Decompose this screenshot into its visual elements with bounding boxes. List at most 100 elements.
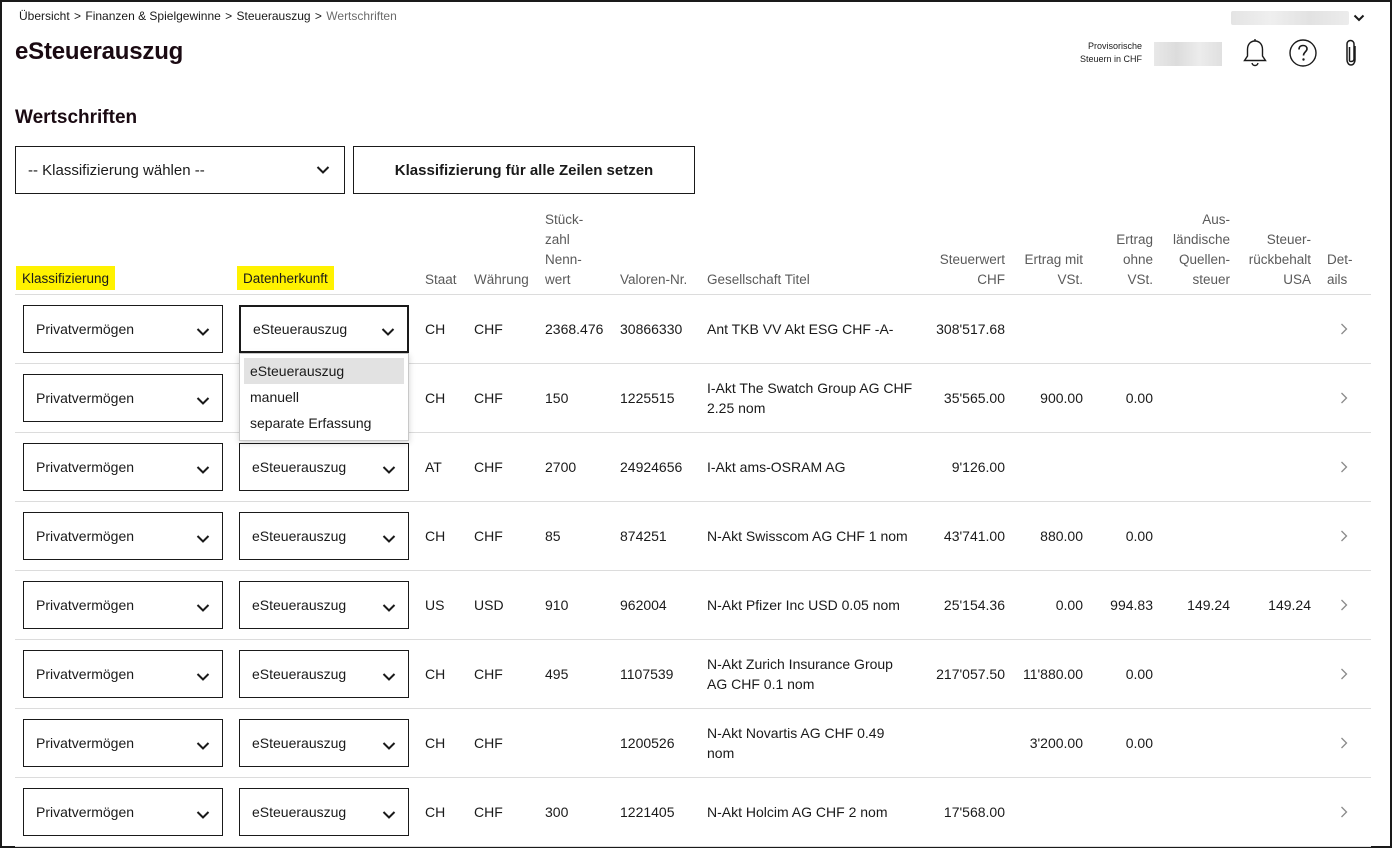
row-titel-line2: AG CHF 0.1 nom — [707, 676, 815, 692]
row-quellensteuer: 149.24 — [1187, 597, 1230, 613]
col-header-line: ohne — [1122, 252, 1153, 267]
row-titel-line1: Ant TKB VV Akt ESG CHF -A- — [707, 321, 894, 337]
breadcrumb-item-finanzen[interactable]: Finanzen & Spielgewinne — [85, 9, 221, 23]
row-datenherkunft-select[interactable]: eSteuerauszug — [239, 719, 409, 767]
chevron-down-icon — [382, 531, 396, 549]
row-ertrag-ohne: 0.00 — [1125, 666, 1153, 682]
row-valoren: 1200526 — [620, 735, 675, 751]
chevron-right-icon — [1336, 737, 1352, 755]
row-valoren: 24924656 — [620, 459, 683, 475]
row-divider — [15, 363, 1371, 364]
row-waehrung: CHF — [474, 735, 503, 751]
row-details-button[interactable] — [1336, 666, 1352, 682]
dropdown-option-esteuerauszug[interactable]: eSteuerauszug — [244, 358, 404, 384]
row-titel-line1: N-Akt Novartis AG CHF 0.49 — [707, 725, 885, 741]
row-titel-line1: N-Akt Swisscom AG CHF 1 nom — [707, 528, 908, 544]
row-datenherkunft-select[interactable]: eSteuerauszug — [239, 581, 409, 629]
row-klassifizierung-select[interactable]: Privatvermögen — [23, 650, 223, 698]
section-title: Wertschriften — [15, 107, 138, 128]
col-header-line: zahl — [545, 232, 570, 247]
row-staat: CH — [425, 735, 446, 751]
row-divider — [15, 846, 1371, 847]
chevron-down-icon — [196, 393, 210, 411]
row-ertrag-ohne: 994.83 — [1110, 597, 1153, 613]
chevron-right-icon — [1336, 323, 1352, 341]
classification-select[interactable]: -- Klassifizierung wählen -- — [15, 146, 345, 194]
dropdown-option-separate-erfassung[interactable]: separate Erfassung — [250, 415, 372, 431]
row-gesellschaft-titel: N-Akt Zurich Insurance Group AG CHF 0.1 n… — [707, 654, 893, 694]
row-waehrung: USD — [474, 597, 504, 613]
row-datenherkunft-value: eSteuerauszug — [252, 459, 347, 475]
row-titel-line1: N-Akt Holcim AG CHF 2 nom — [707, 804, 888, 820]
row-divider — [15, 639, 1371, 640]
row-datenherkunft-select[interactable]: eSteuerauszug — [239, 650, 409, 698]
chevron-down-icon — [381, 324, 395, 342]
breadcrumb-separator: > — [74, 9, 82, 23]
attachments-button[interactable] — [1336, 38, 1366, 68]
col-header-steuerwert: Steuerwert CHF — [925, 250, 1005, 290]
row-gesellschaft-titel: Ant TKB VV Akt ESG CHF -A- — [707, 319, 893, 339]
breadcrumb-item-steuerauszug[interactable]: Steuerauszug — [236, 9, 311, 23]
row-details-button[interactable] — [1336, 390, 1352, 406]
row-divider — [15, 777, 1371, 778]
col-header-line: VSt. — [1057, 272, 1083, 287]
row-ertrag-mit: 880.00 — [1040, 528, 1083, 544]
row-klassifizierung-select[interactable]: Privatvermögen — [23, 305, 223, 353]
row-klassifizierung-select[interactable]: Privatvermögen — [23, 374, 223, 422]
row-klassifizierung-select[interactable]: Privatvermögen — [23, 581, 223, 629]
chevron-down-icon — [196, 807, 210, 825]
row-ertrag-ohne: 0.00 — [1125, 390, 1153, 406]
row-klassifizierung-select[interactable]: Privatvermögen — [23, 443, 223, 491]
breadcrumb-item-uebersicht[interactable]: Übersicht — [19, 9, 70, 23]
row-stueckzahl: 2700 — [545, 459, 577, 475]
help-button[interactable] — [1288, 38, 1318, 68]
row-datenherkunft-value: eSteuerauszug — [252, 666, 347, 682]
row-datenherkunft-select[interactable]: eSteuerauszug — [239, 788, 409, 836]
row-klassifizierung-value: Privatvermögen — [36, 666, 135, 682]
notifications-button[interactable] — [1240, 38, 1270, 68]
col-header-line: Det- — [1327, 252, 1353, 267]
chevron-down-icon — [196, 462, 210, 480]
col-header-line: Steuer- — [1266, 232, 1311, 247]
row-waehrung: CHF — [474, 321, 503, 337]
row-titel-line1: I-Akt ams-OSRAM AG — [707, 459, 846, 475]
chevron-right-icon — [1336, 668, 1352, 686]
row-waehrung: CHF — [474, 804, 503, 820]
row-gesellschaft-titel: N-Akt Novartis AG CHF 0.49 nom — [707, 723, 884, 763]
col-header-ertrag-mit: Ertrag mit VSt. — [1012, 250, 1083, 290]
col-header-line: Nenn- — [545, 252, 582, 267]
row-klassifizierung-select[interactable]: Privatvermögen — [23, 512, 223, 560]
help-icon — [1289, 39, 1317, 67]
row-titel-line2: nom — [707, 745, 735, 761]
row-staat: CH — [425, 666, 446, 682]
chevron-right-icon — [1336, 599, 1352, 617]
col-header-line: rückbehalt — [1248, 252, 1311, 267]
datenherkunft-dropdown-menu: eSteuerauszug manuell separate Erfassung — [239, 353, 409, 441]
breadcrumb: Übersicht > Finanzen & Spielgewinne > St… — [19, 9, 397, 23]
row-details-button[interactable] — [1336, 321, 1352, 337]
row-klassifizierung-value: Privatvermögen — [36, 597, 135, 613]
row-details-button[interactable] — [1336, 735, 1352, 751]
row-datenherkunft-select[interactable]: eSteuerauszug — [239, 443, 409, 491]
col-header-line: ländische — [1172, 232, 1230, 247]
chevron-down-icon — [196, 324, 210, 342]
row-rueckbehalt: 149.24 — [1268, 597, 1311, 613]
row-datenherkunft-select[interactable]: eSteuerauszug — [239, 512, 409, 560]
row-valoren: 30866330 — [620, 321, 683, 337]
row-details-button[interactable] — [1336, 597, 1352, 613]
row-divider — [15, 570, 1371, 571]
row-datenherkunft-select[interactable]: eSteuerauszug — [239, 305, 409, 353]
row-klassifizierung-select[interactable]: Privatvermögen — [23, 719, 223, 767]
row-klassifizierung-value: Privatvermögen — [36, 390, 135, 406]
col-header-quellensteuer: Aus- ländische Quellen- steuer — [1160, 210, 1230, 290]
row-datenherkunft-value: eSteuerauszug — [252, 735, 347, 751]
paperclip-icon — [1346, 39, 1356, 66]
row-details-button[interactable] — [1336, 459, 1352, 475]
dropdown-option-manuell[interactable]: manuell — [250, 389, 300, 405]
row-stueckzahl: 300 — [545, 804, 569, 820]
row-details-button[interactable] — [1336, 804, 1352, 820]
set-classification-all-button[interactable]: Klassifizierung für alle Zeilen setzen — [353, 146, 695, 194]
row-klassifizierung-select[interactable]: Privatvermögen — [23, 788, 223, 836]
row-details-button[interactable] — [1336, 528, 1352, 544]
user-menu[interactable] — [1231, 11, 1367, 25]
